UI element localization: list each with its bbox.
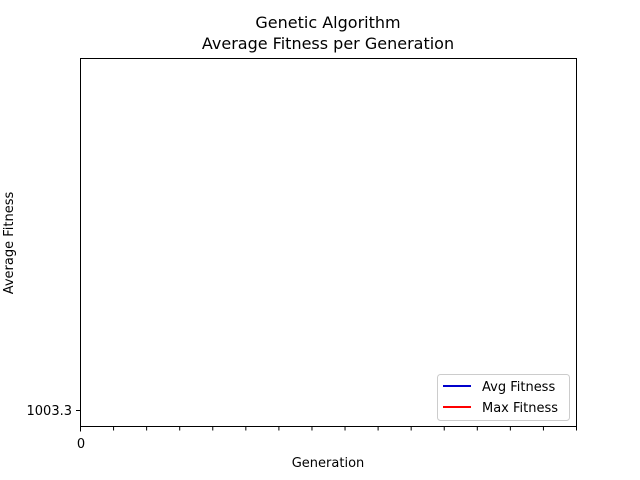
x-tick-label: 0 <box>77 437 85 452</box>
legend-label-max-fitness: Max Fitness <box>482 401 558 416</box>
chart-title: Genetic Algorithm <box>255 13 400 32</box>
y-axis-label: Average Fitness <box>2 192 17 295</box>
x-axis-label: Generation <box>292 456 365 471</box>
legend-label-avg-fitness: Avg Fitness <box>482 380 555 395</box>
plot-area <box>80 58 577 427</box>
x-axis-ticks <box>80 426 577 432</box>
chart-subtitle: Average Fitness per Generation <box>202 34 454 53</box>
y-tick-label: 1003.3 <box>27 404 73 419</box>
legend: Avg Fitness Max Fitness <box>437 374 570 421</box>
